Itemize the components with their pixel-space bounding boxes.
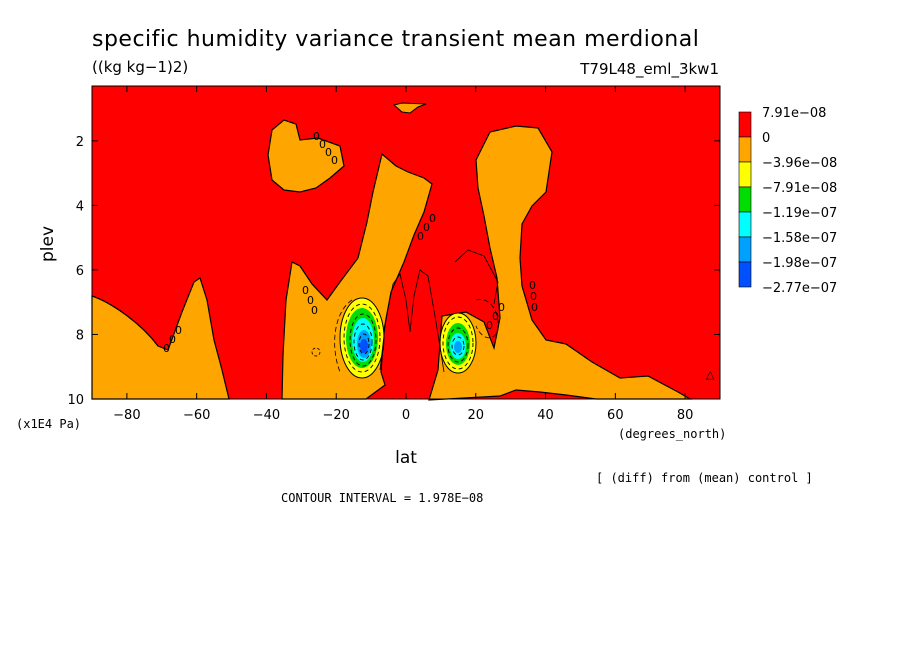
svg-text:0: 0	[530, 290, 537, 303]
corner-mark: △	[706, 368, 715, 381]
x-tick-label: −60	[183, 408, 210, 423]
x-tick-label: −20	[323, 408, 350, 423]
chart-title: specific humidity variance transient mea…	[92, 27, 699, 52]
comparison-note: [ (diff) from (mean) control ]	[596, 471, 813, 485]
svg-text:0: 0	[313, 130, 320, 143]
legend-swatch	[738, 261, 752, 288]
x-tick-label: 0	[402, 408, 410, 423]
chart-units: ((kg kg−1)2)	[92, 58, 188, 76]
legend-label: −2.77e−07	[762, 281, 837, 296]
svg-text:0: 0	[307, 294, 314, 307]
svg-text:0: 0	[169, 333, 176, 346]
legend-label: −1.98e−07	[762, 256, 837, 271]
region-sh-high-lat	[91, 277, 230, 400]
y-axis-label: plev	[38, 226, 58, 262]
x-tick-label: 40	[537, 408, 554, 423]
y-tick-label: 8	[76, 328, 84, 343]
y-tick-label: 2	[76, 135, 84, 150]
x-axis-ticks: −80 −60 −40 −20 0 20 40 60 80	[113, 86, 693, 423]
zero-contour-labels: 0 0 0 0 0 0 0 0 0 0 0 0 0 0 0 0 0 0 0	[163, 130, 538, 355]
svg-text:0: 0	[319, 138, 326, 151]
y-axis-ticks: 2 4 6 8 10	[67, 135, 720, 408]
legend-swatch	[738, 111, 752, 138]
region-sh-upper-lobe	[267, 119, 345, 193]
color-legend: 7.91e−08 0 −3.96e−08 −7.91e−08 −1.19e−07 −1.5…	[738, 106, 837, 296]
svg-text:0: 0	[311, 304, 318, 317]
plot-area: 0 0 0 0 0 0 0 0 0 0 0 0 0 0 0 0 0 0 0 △	[91, 85, 721, 401]
contour-interval: CONTOUR INTERVAL = 1.978E−08	[281, 491, 483, 505]
legend-swatch	[738, 211, 752, 238]
y-axis-units: (x1E4 Pa)	[16, 417, 81, 431]
legend-label: 0	[762, 131, 770, 146]
negative-field-regions	[91, 102, 693, 401]
legend-swatch	[738, 186, 752, 213]
legend-label: −7.91e−08	[762, 181, 837, 196]
legend-swatch	[738, 236, 752, 263]
region-top-notch	[392, 102, 427, 114]
legend-swatch	[738, 161, 752, 188]
svg-text:0: 0	[302, 284, 309, 297]
svg-text:0: 0	[175, 324, 182, 337]
svg-text:0: 0	[529, 279, 536, 292]
y-tick-label: 6	[76, 264, 84, 279]
svg-text:0: 0	[325, 146, 332, 159]
legend-swatch	[738, 136, 752, 163]
thin-contours	[311, 249, 499, 373]
x-axis-label: lat	[395, 448, 417, 468]
x-tick-label: −80	[113, 408, 140, 423]
svg-text:0: 0	[429, 212, 436, 225]
svg-text:0: 0	[331, 154, 338, 167]
svg-text:0: 0	[486, 319, 493, 332]
svg-text:0: 0	[498, 301, 505, 314]
legend-label: −1.19e−07	[762, 206, 837, 221]
run-label: T79L48_eml_3kw1	[579, 60, 719, 79]
x-tick-label: 20	[468, 408, 485, 423]
y-tick-label: 10	[67, 393, 84, 408]
x-tick-label: −40	[253, 408, 280, 423]
x-tick-label: 60	[607, 408, 624, 423]
svg-text:0: 0	[417, 230, 424, 243]
svg-text:0: 0	[163, 342, 170, 355]
x-tick-label: 80	[677, 408, 694, 423]
legend-label: 7.91e−08	[762, 106, 826, 121]
legend-label: −1.58e−07	[762, 231, 837, 246]
svg-text:0: 0	[531, 301, 538, 314]
nh-minimum-cell	[439, 312, 477, 374]
y-tick-label: 4	[76, 199, 84, 214]
svg-text:0: 0	[492, 310, 499, 323]
svg-text:0: 0	[423, 221, 430, 234]
x-axis-units: (degrees_north)	[618, 427, 726, 441]
legend-label: −3.96e−08	[762, 156, 837, 171]
sh-minimum-cell	[339, 297, 385, 379]
